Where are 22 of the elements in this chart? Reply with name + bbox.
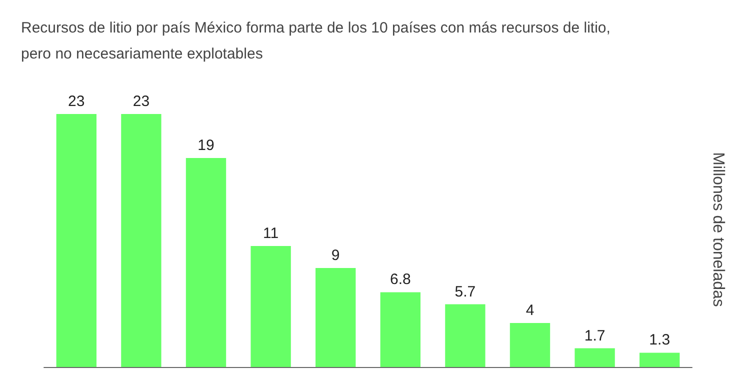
bar <box>380 292 420 367</box>
bar <box>445 304 486 367</box>
bar <box>250 246 291 367</box>
bar <box>186 158 226 367</box>
data-label: 5.7 <box>454 283 476 300</box>
data-label: 1.3 <box>649 332 670 349</box>
bar <box>316 268 356 367</box>
bar <box>640 352 680 367</box>
data-label: 1.7 <box>584 327 606 344</box>
chart-title: Recursos de litio por país México forma parte de los 10 países con más recursos de litio, pero no necesariamente explotables <box>21 20 615 62</box>
data-label: 4 <box>526 302 534 319</box>
bar <box>510 323 550 367</box>
data-label: 6.8 <box>390 271 411 288</box>
data-label: 11 <box>263 225 279 242</box>
bar <box>56 114 96 367</box>
data-label: 19 <box>198 137 214 154</box>
bar <box>574 348 615 367</box>
bar <box>121 114 162 367</box>
y-axis-title: Millones de toneladas <box>710 152 726 307</box>
data-label: 9 <box>331 247 340 264</box>
data-label: 23 <box>68 93 85 110</box>
data-label: 23 <box>132 93 150 110</box>
